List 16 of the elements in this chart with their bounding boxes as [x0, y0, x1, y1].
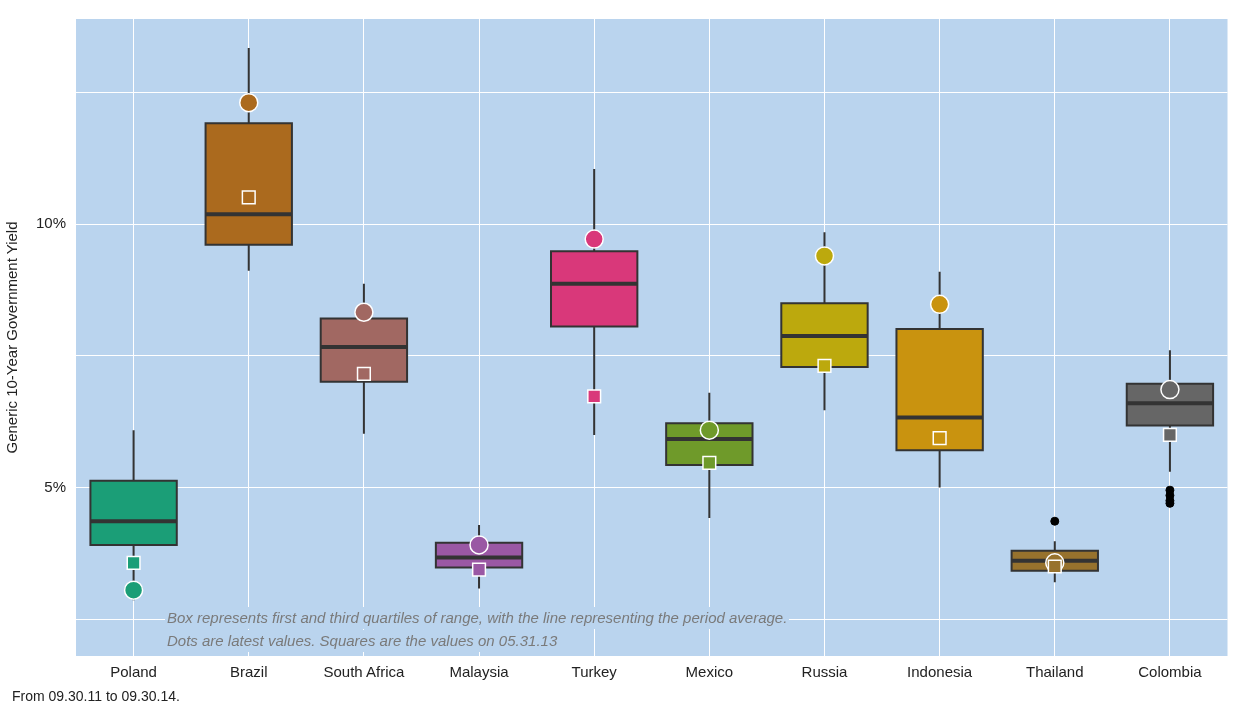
- x-tick-label: Malaysia: [449, 663, 510, 681]
- x-tick-label: Indonesia: [907, 663, 973, 681]
- annotation: Box represents first and third quartiles of range, with the line representing the period average.: [165, 607, 790, 629]
- y-axis-title: Generic 10-Year Government Yield: [3, 221, 21, 454]
- x-tick-label: Mexico: [685, 663, 734, 681]
- x-tick-label: Thailand: [1026, 663, 1084, 681]
- y-tick-label: 5%: [44, 477, 67, 495]
- y-tick-label: 10%: [35, 214, 67, 232]
- x-tick-label: Poland: [110, 663, 157, 681]
- x-tick-label: Turkey: [571, 663, 618, 681]
- x-tick-label: Colombia: [1138, 663, 1203, 681]
- text: From 09.30.11 to 09.30.14.: [12, 688, 180, 704]
- x-tick-label: Brazil: [229, 663, 268, 681]
- x-tick-label: Russia: [801, 663, 849, 681]
- x-tick-label: South Africa: [323, 663, 405, 681]
- annotation: Dots are latest values. Squares are the values on 05.31.13: [165, 630, 560, 652]
